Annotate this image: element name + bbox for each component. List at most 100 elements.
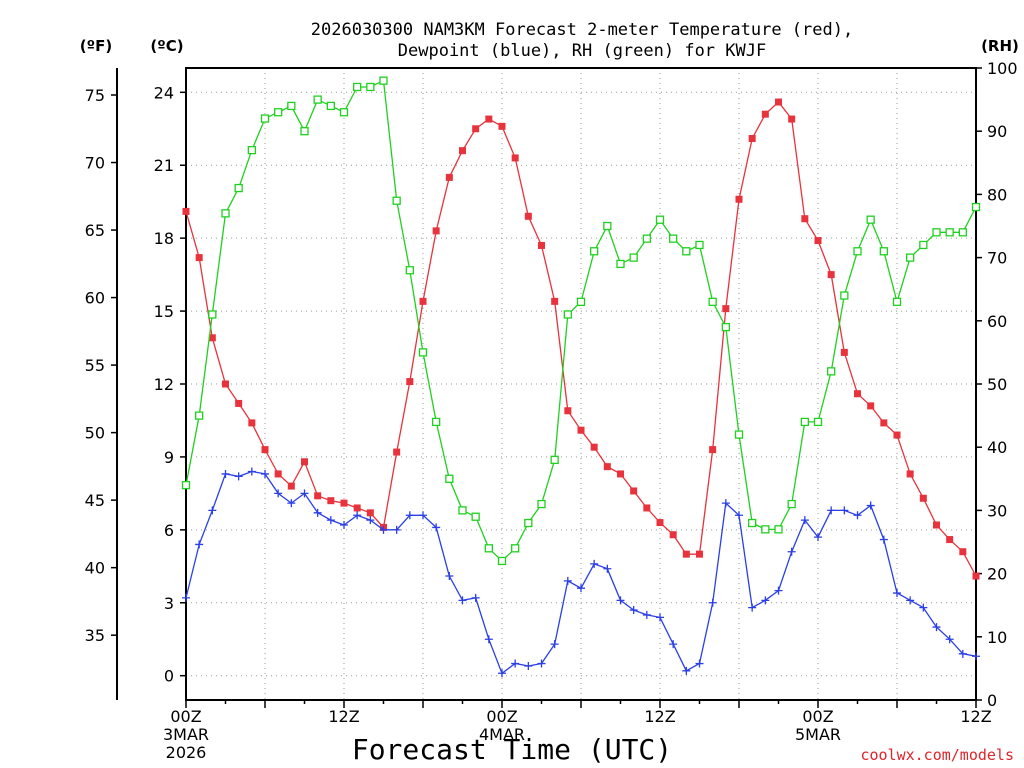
- celsius-tick-label: 6: [164, 521, 174, 540]
- rh-tick-label: 80: [987, 185, 1007, 204]
- relative-humidity-point: [484, 544, 493, 553]
- 2-meter-temperature-point: [867, 402, 875, 410]
- dewpoint-point: [392, 525, 401, 534]
- relative-humidity-point: [866, 215, 875, 224]
- dewpoint-point: [748, 603, 757, 612]
- 2-meter-temperature-point: [722, 305, 730, 313]
- x-tick-label: 12Z: [328, 707, 359, 726]
- relative-humidity-point: [563, 310, 572, 319]
- relative-humidity-point: [576, 297, 586, 306]
- relative-humidity-point: [300, 127, 309, 136]
- 2-meter-temperature-point: [577, 426, 585, 434]
- relative-humidity-point: [366, 82, 375, 92]
- dewpoint-point: [221, 469, 230, 478]
- 2-meter-temperature-point: [524, 212, 532, 220]
- 2-meter-temperature-point: [222, 380, 229, 388]
- relative-humidity-point: [339, 108, 349, 117]
- dewpoint-point: [879, 535, 888, 544]
- 2-meter-temperature-point: [801, 215, 809, 223]
- dewpoint-point: [827, 506, 836, 515]
- x-date-label: 5MAR: [795, 725, 841, 744]
- relative-humidity-point: [734, 430, 744, 439]
- dewpoint-point: [616, 596, 625, 605]
- 2-meter-temperature-point: [182, 207, 190, 215]
- relative-humidity-point: [511, 544, 520, 553]
- dewpoint-point: [708, 598, 717, 607]
- 2-meter-temperature-point: [775, 98, 782, 106]
- rh-tick-label: 50: [987, 375, 1007, 394]
- series-group: [181, 76, 981, 678]
- dewpoint-point: [524, 661, 533, 670]
- dewpoint-point: [669, 640, 678, 649]
- dewpoint-point: [274, 489, 283, 498]
- dewpoint-point: [695, 659, 704, 668]
- rh-tick-label: 0: [987, 691, 997, 710]
- fahrenheit-tick-label: 35: [85, 626, 105, 645]
- relative-humidity-point: [642, 234, 651, 243]
- dewpoint-point: [340, 520, 348, 529]
- relative-humidity-point: [274, 108, 283, 117]
- dewpoint-point: [735, 511, 743, 520]
- relative-humidity-point: [458, 506, 467, 515]
- 2-meter-temperature-point: [235, 399, 243, 407]
- dewpoint-point: [234, 472, 243, 481]
- dewpoint-point: [629, 606, 638, 615]
- 2-meter-temperature-point: [340, 499, 348, 507]
- rh-tick-label: 10: [987, 628, 1007, 647]
- celsius-tick-label: 24: [154, 83, 174, 102]
- dewpoint-point: [195, 540, 204, 549]
- dewpoint-point: [287, 499, 296, 508]
- relative-humidity-point: [379, 76, 388, 85]
- dewpoint-point: [300, 489, 309, 498]
- relative-humidity-point: [537, 499, 546, 509]
- x-tick-label: 12Z: [644, 707, 675, 726]
- 2-meter-temperature-point: [933, 521, 940, 529]
- relative-humidity-point: [892, 297, 902, 306]
- x-tick-label: 12Z: [960, 707, 991, 726]
- chart-title-line2: Dewpoint (blue), RH (green) for KWJF: [398, 41, 766, 61]
- 2-meter-temperature-point: [459, 147, 466, 155]
- fahrenheit-tick-label: 70: [85, 154, 105, 173]
- dewpoint-point: [405, 511, 414, 520]
- dewpoint-point: [432, 523, 441, 532]
- 2-meter-temperature-point: [827, 271, 835, 279]
- relative-humidity-point: [971, 202, 981, 212]
- relative-humidity-point: [682, 247, 691, 256]
- 2-meter-temperature-point: [919, 494, 927, 502]
- dewpoint-point: [774, 586, 783, 595]
- 2-meter-temperature-point: [696, 550, 703, 558]
- dewpoint-point: [182, 593, 190, 602]
- relative-humidity-point: [524, 518, 533, 528]
- x-year-label: 2026: [166, 743, 207, 762]
- fahrenheit-unit-label: (ºF): [80, 37, 112, 55]
- dewpoint-point: [721, 499, 730, 508]
- celsius-tick-label: 18: [154, 229, 174, 248]
- relative-humidity-point: [432, 417, 441, 427]
- relative-humidity-point: [221, 209, 230, 218]
- relative-humidity-point: [418, 348, 428, 357]
- 2-meter-temperature-point: [301, 458, 308, 466]
- rh-tick-label: 90: [987, 122, 1007, 141]
- dewpoint-point: [353, 511, 362, 520]
- relative-humidity-point: [195, 411, 204, 420]
- 2-meter-temperature-point: [893, 431, 901, 439]
- x-tick-label: 00Z: [170, 707, 201, 726]
- relative-humidity-point: [813, 417, 823, 427]
- fahrenheit-tick-label: 55: [85, 356, 105, 375]
- 2-meter-temperature-point: [498, 122, 506, 130]
- fahrenheit-tick-label: 45: [85, 491, 105, 510]
- fahrenheit-tick-label: 75: [85, 86, 105, 105]
- 2-meter-temperature-point: [538, 241, 545, 249]
- dewpoint-point: [787, 547, 796, 556]
- 2-meter-temperature-point: [748, 134, 756, 142]
- relative-humidity-point: [853, 247, 862, 256]
- relative-humidity-point: [326, 101, 335, 111]
- dewpoint-point: [919, 603, 928, 612]
- relative-humidity-point: [629, 253, 638, 262]
- 2-meter-temperature-point: [511, 154, 519, 162]
- 2-meter-temperature-point: [327, 497, 335, 505]
- dewpoint-point: [800, 516, 809, 525]
- fahrenheit-tick-label: 50: [85, 424, 105, 443]
- relative-humidity-point: [932, 228, 941, 237]
